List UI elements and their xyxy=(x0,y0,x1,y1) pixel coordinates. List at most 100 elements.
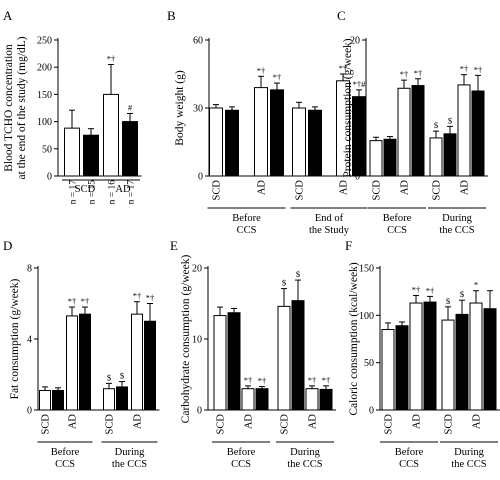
n-label: n = 15 xyxy=(88,180,98,205)
y-tick-label: 250 xyxy=(37,36,52,47)
y-tick-label: 50 xyxy=(364,358,374,369)
bar-black xyxy=(483,308,497,411)
bar-white xyxy=(305,388,319,411)
category-label: SCD xyxy=(105,414,116,435)
significance-mark: # xyxy=(128,102,133,112)
bar-black xyxy=(443,133,457,177)
group-label: During xyxy=(454,447,484,458)
bar-black xyxy=(383,138,397,177)
bar-white xyxy=(469,302,483,411)
significance-mark: *†# xyxy=(353,79,367,89)
group-label: CCS xyxy=(237,225,257,236)
significance-mark: *† xyxy=(146,293,155,303)
bar-black xyxy=(255,388,269,411)
significance-mark: $ xyxy=(448,115,452,125)
category-label: AD xyxy=(257,180,268,196)
y-axis-label: Blood TCHO concentrationat the end of th… xyxy=(3,36,28,179)
y-tick-label: 0 xyxy=(198,172,203,183)
bar-white xyxy=(66,315,78,411)
significance-mark: *† xyxy=(339,63,348,73)
bar-white xyxy=(131,313,143,411)
significance-mark: *† xyxy=(68,296,77,306)
group-label: Before xyxy=(395,447,424,458)
significance-mark: * xyxy=(474,280,478,290)
category-label: AD xyxy=(339,180,350,196)
y-axis-label-line: Body weight (g) xyxy=(174,70,186,146)
bar-white xyxy=(103,388,115,411)
y-tick-label: 60 xyxy=(193,36,203,47)
significance-mark: *† xyxy=(81,296,90,306)
significance-mark: $ xyxy=(296,269,300,279)
significance-mark: *† xyxy=(244,375,253,385)
bar-black xyxy=(455,313,469,411)
category-label: AD xyxy=(460,180,471,196)
category-label: AD xyxy=(68,414,79,430)
bar-white xyxy=(441,319,455,411)
n-label: n = 17 xyxy=(69,180,79,205)
group-label: CCS xyxy=(55,459,75,470)
significance-mark: $ xyxy=(460,289,464,299)
y-tick-label: 20 xyxy=(192,264,202,275)
significance-mark: *† xyxy=(460,64,469,74)
bar-black xyxy=(411,85,425,177)
group-label: Before xyxy=(227,447,256,458)
bar-black xyxy=(291,300,305,411)
panel-B: B Body weight (g) 0 30 60 SCD *† AD *† SCD *† AD *†#… xyxy=(167,8,370,236)
y-axis-label: Carbohydrate consumption (g/week) xyxy=(180,255,192,424)
category-label: SCD xyxy=(212,180,223,201)
y-axis-label-line: at the end of the study (mg/dL) xyxy=(16,36,28,179)
y-axis-label-line: Blood TCHO concentration xyxy=(3,44,15,172)
bar-black xyxy=(225,109,239,177)
category-label: SCD xyxy=(432,180,443,201)
bar-black xyxy=(227,312,241,411)
bar-white xyxy=(213,315,227,411)
y-tick-label: 30 xyxy=(193,104,203,115)
y-tick-label: 100 xyxy=(37,117,52,128)
significance-mark: *† xyxy=(107,53,116,63)
significance-mark: *† xyxy=(257,65,266,75)
bar-white xyxy=(39,389,51,411)
bar-white xyxy=(381,329,395,411)
group-label: the CCS xyxy=(451,459,486,470)
significance-mark: *† xyxy=(426,285,435,295)
group-label: During xyxy=(442,213,472,224)
y-tick-label: 0 xyxy=(27,406,32,417)
y-tick-label: 0 xyxy=(197,406,202,417)
significance-mark: *† xyxy=(474,64,483,74)
group-label: the Study xyxy=(309,225,350,236)
bar-black xyxy=(116,386,128,411)
y-tick-label: 20 xyxy=(350,36,360,47)
group-label: AD xyxy=(115,184,131,195)
significance-mark: *† xyxy=(322,375,331,385)
y-tick-label: 0 xyxy=(355,172,360,183)
panel-letter: E xyxy=(170,238,178,253)
group-label: CCS xyxy=(231,459,251,470)
bar-white xyxy=(457,84,471,177)
y-tick-label: 150 xyxy=(37,90,52,101)
bar-black xyxy=(308,109,322,177)
panel-F: F Caloric consumption (kcal/week) 0 50 100 15… xyxy=(345,238,500,470)
group-label: the CCS xyxy=(112,459,147,470)
bar-black xyxy=(122,121,138,177)
y-tick-label: 10 xyxy=(192,335,202,346)
bar-white xyxy=(277,305,291,411)
category-label: SCD xyxy=(384,414,395,435)
group-label: CCS xyxy=(399,459,419,470)
bar-white xyxy=(209,107,223,177)
bar-black xyxy=(270,89,284,177)
group-label: the CCS xyxy=(439,225,474,236)
y-axis-label: Body weight (g) xyxy=(174,70,186,146)
y-tick-label: 200 xyxy=(37,63,52,74)
category-label: SCD xyxy=(295,180,306,201)
bar-black xyxy=(395,325,409,411)
bar-white xyxy=(397,87,411,177)
bar-black xyxy=(144,320,156,411)
panel-A: A Blood TCHO concentrationat the end of t… xyxy=(3,8,142,204)
category-label: AD xyxy=(133,414,144,430)
category-label: SCD xyxy=(372,180,383,201)
y-axis-label-line: Carbohydrate consumption (g/week) xyxy=(180,255,192,424)
bar-white xyxy=(241,388,255,411)
n-label: n = 16 xyxy=(108,180,118,205)
bar-white xyxy=(409,302,423,411)
